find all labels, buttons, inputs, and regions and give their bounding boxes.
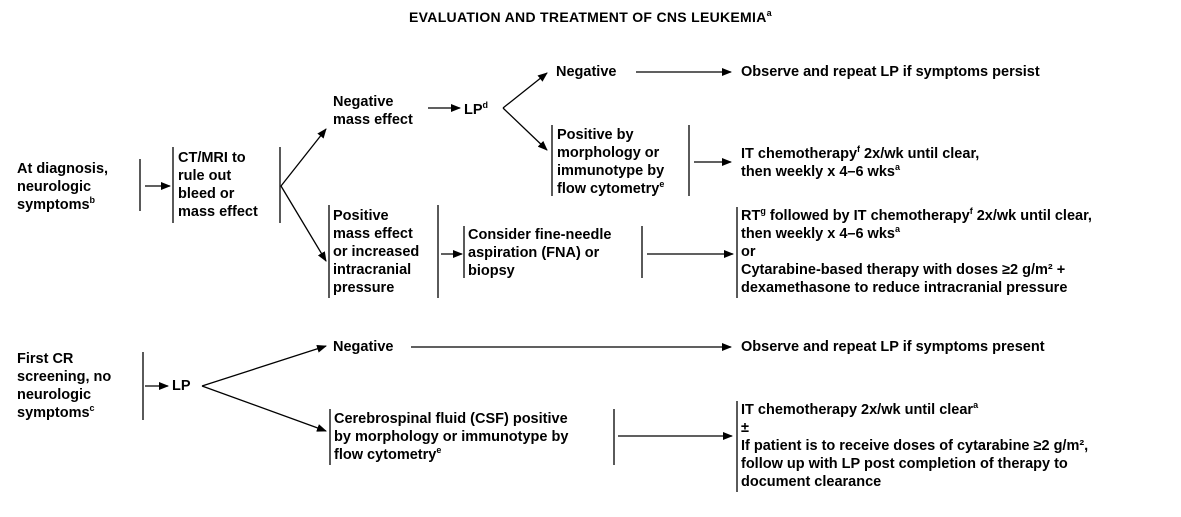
node-at-diagnosis: At diagnosis, neurologic symptomsb bbox=[17, 161, 109, 213]
node-observe-present: Observe and repeat LP if symptoms presen… bbox=[741, 339, 1045, 355]
arrow-lp-to-csf bbox=[201, 385, 327, 432]
node-negative-firstcr: Negative bbox=[333, 339, 394, 355]
node-lp-negative: Negative bbox=[556, 64, 617, 80]
node-lp-firstcr: LP bbox=[172, 378, 191, 394]
node-rt-therapy: RTg followed by IT chemotherapyf 2x/wk u… bbox=[741, 206, 1092, 297]
page-title: EVALUATION AND TREATMENT OF CNS LEUKEMIA… bbox=[409, 8, 772, 26]
arrow-lp-to-negative-2 bbox=[201, 344, 327, 387]
node-fna-biopsy: Consider fine-needle aspiration (FNA) or… bbox=[468, 227, 612, 279]
node-positive-morphology: Positive by morphology or immunotype by … bbox=[557, 127, 665, 197]
arrow-ct-to-negmass bbox=[280, 128, 327, 187]
node-ct-mri: CT/MRI to rule out bleed or mass effect bbox=[178, 150, 258, 220]
node-it-chemotherapy: IT chemotherapyf 2x/wk until clear, then… bbox=[741, 144, 980, 181]
node-lp: LPd bbox=[464, 100, 489, 119]
arrow-lp-to-positive bbox=[502, 107, 548, 151]
arrow-lp-to-negative bbox=[502, 72, 548, 109]
node-csf-positive: Cerebrospinal fluid (CSF) positive by mo… bbox=[334, 411, 569, 463]
node-first-cr: First CR screening, no neurologic sympto… bbox=[17, 351, 112, 421]
arrow-ct-to-posmass bbox=[280, 185, 327, 262]
node-positive-mass-effect: Positive mass effect or increased intrac… bbox=[333, 208, 420, 296]
node-negative-mass-effect: Negative mass effect bbox=[333, 94, 413, 128]
node-it-followup: IT chemotherapy 2x/wk until cleara ± If … bbox=[741, 400, 1089, 491]
node-observe-persist: Observe and repeat LP if symptoms persis… bbox=[741, 64, 1040, 80]
